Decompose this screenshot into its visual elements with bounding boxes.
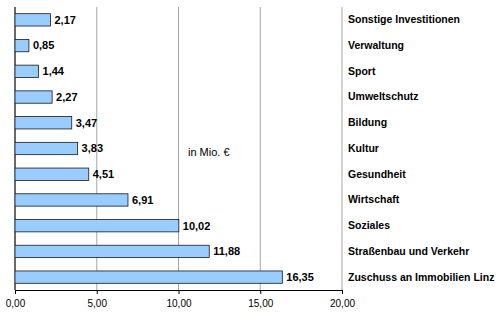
category-axis: Sonstige Investitionen Verwaltung Sport Umw… [348, 13, 494, 282]
tick-mark [260, 290, 261, 294]
bar [15, 168, 89, 180]
data-label: 10,02 [183, 220, 211, 232]
data-label: 3,47 [76, 117, 97, 129]
data-label: 2,27 [56, 91, 77, 103]
data-label: 0,85 [33, 39, 54, 51]
tick: Straßenbau und Verkehr [348, 245, 469, 257]
tick: Verwaltung [348, 39, 404, 51]
tick-mark [179, 290, 180, 294]
tick-label: 10,00 [166, 298, 191, 309]
bar [15, 142, 78, 154]
category-label: Sonstige Investitionen [348, 13, 460, 25]
data-label: 2,17 [54, 14, 75, 26]
tick-mark [97, 290, 98, 294]
tick-mark [15, 290, 16, 294]
tick: Gesundheit [348, 168, 406, 180]
annotation: in Mio. € [188, 146, 230, 158]
bar [15, 245, 209, 257]
tick-label: 0,00 [6, 298, 26, 309]
x-axis: 0,00 5,00 10,00 15,00 20,00 [6, 290, 356, 309]
tick: Sonstige Investitionen [348, 13, 460, 25]
category-label: Umweltschutz [348, 90, 419, 102]
tick-label: 5,00 [88, 298, 108, 309]
tick: 0,00 [6, 290, 26, 309]
bar [15, 91, 52, 103]
category-label: Sport [348, 65, 376, 77]
category-label: Wirtschaft [348, 193, 400, 205]
tick: 15,00 [248, 290, 273, 309]
category-label: Gesundheit [348, 168, 406, 180]
bar [15, 39, 29, 51]
grid [15, 7, 342, 290]
tick: Soziales [348, 219, 390, 231]
bar [15, 194, 128, 206]
category-label: Verwaltung [348, 39, 404, 51]
category-label: Soziales [348, 219, 390, 231]
tick-label: 20,00 [330, 298, 355, 309]
category-label: Kultur [348, 142, 379, 154]
chart: 2,17 0,85 1,44 2,27 3,47 3,83 4,51 6,91 10,02 11,… [0, 0, 500, 317]
data-labels: 2,17 0,85 1,44 2,27 3,47 3,83 4,51 6,91 10,02 11,… [33, 14, 314, 283]
tick-mark [342, 290, 343, 294]
tick: Umweltschutz [348, 90, 419, 102]
bar [15, 117, 72, 129]
data-label: 3,83 [82, 142, 103, 154]
annotations: in Mio. € [188, 146, 230, 158]
data-label: 16,35 [286, 271, 314, 283]
tick: 20,00 [330, 290, 355, 309]
data-label: 11,88 [213, 245, 240, 257]
axis-line [16, 291, 343, 295]
data-label: 6,91 [132, 194, 153, 206]
bar [15, 220, 179, 232]
tick: 10,00 [166, 290, 191, 309]
bar [15, 271, 282, 283]
category-label: Bildung [348, 116, 387, 128]
tick: Kultur [348, 142, 379, 154]
tick-label: 15,00 [248, 298, 273, 309]
data-label: 4,51 [93, 168, 114, 180]
category-label: Straßenbau und Verkehr [348, 245, 469, 257]
tick: 5,00 [88, 290, 108, 309]
grid-line [260, 7, 261, 290]
tick: Sport [348, 65, 376, 77]
bars [15, 14, 282, 284]
tick: Wirtschaft [348, 193, 400, 205]
tick: Zuschuss an Immobilien Linz [348, 270, 494, 282]
bar [15, 14, 50, 26]
tick: Bildung [348, 116, 387, 128]
grid-line [342, 7, 343, 290]
data-label: 1,44 [43, 65, 65, 77]
bar [15, 65, 39, 77]
category-label: Zuschuss an Immobilien Linz [348, 270, 494, 282]
